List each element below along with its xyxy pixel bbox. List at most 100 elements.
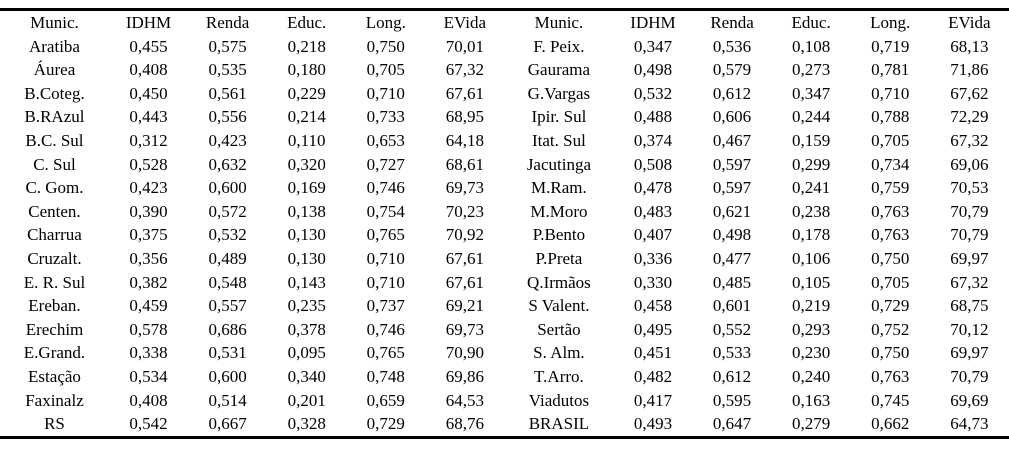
value-cell: 0,748 [366, 366, 405, 386]
municipality-cell: Itat. Sul [532, 130, 586, 150]
value-cell: 69,21 [445, 296, 485, 316]
value-cell: 0,498 [633, 60, 673, 80]
value-cell: 0,750 [871, 248, 910, 268]
municipality-cell: T.Arro. [534, 366, 584, 386]
value-cell: 70,79 [950, 366, 989, 386]
value-cell: 0,536 [712, 36, 752, 56]
value-cell: 0,178 [792, 225, 831, 245]
value-cell: 0,750 [871, 343, 910, 363]
column-header: Long. [365, 13, 406, 32]
municipality-cell: G.Vargas [527, 83, 591, 103]
value-cell: 70,79 [950, 201, 989, 221]
table-row: RS 0,542 0,667 0,328 0,729 68,76 BRASIL 0,493 0,… [0, 412, 1009, 436]
column-header: IDHM [630, 13, 676, 32]
idhm-municipalities-table: Munic. IDHM Renda Educ. Long. EVida Munic. IDHM… [0, 11, 1009, 436]
value-cell: 69,73 [445, 178, 485, 198]
table-body: Aratiba 0,455 0,575 0,218 0,750 70,01 F. Peix.… [0, 35, 1009, 436]
table-row: Charrua 0,375 0,532 0,130 0,765 70,92 P.Bento 0… [0, 223, 1009, 247]
value-cell: 0,729 [366, 414, 405, 434]
value-cell: 0,382 [129, 272, 168, 292]
idhm-table-container: Munic. IDHM Renda Educ. Long. EVida Munic. IDHM… [0, 8, 1009, 439]
header-row: Munic. IDHM Renda Educ. Long. EVida Munic. IDHM… [0, 11, 1009, 35]
table-row: B.Coteg. 0,450 0,561 0,229 0,710 67,61 G.Varga… [0, 82, 1009, 106]
value-cell: 68,95 [445, 107, 485, 127]
municipality-cell: Gaurama [527, 60, 591, 80]
municipality-cell: E.Grand. [23, 343, 86, 363]
value-cell: 70,53 [950, 178, 989, 198]
value-cell: 0,781 [871, 60, 910, 80]
value-cell: 67,61 [445, 248, 485, 268]
value-cell: 0,455 [129, 36, 168, 56]
value-cell: 0,733 [366, 107, 405, 127]
value-cell: 0,423 [208, 130, 247, 150]
value-cell: 67,32 [445, 60, 485, 80]
value-cell: 0,110 [287, 130, 326, 150]
value-cell: 0,375 [129, 225, 168, 245]
municipality-cell: M.Moro [530, 201, 588, 221]
value-cell: 70,79 [950, 225, 989, 245]
value-cell: 0,710 [366, 272, 405, 292]
municipality-cell: Q.Irmãos [527, 272, 591, 292]
value-cell: 0,528 [129, 154, 168, 174]
value-cell: 0,138 [287, 201, 326, 221]
municipality-cell: Faxinalz [25, 390, 84, 410]
table-row: Faxinalz 0,408 0,514 0,201 0,659 64,53 Viaduto… [0, 389, 1009, 413]
value-cell: 0,746 [366, 178, 405, 198]
value-cell: 0,328 [287, 414, 326, 434]
table-row: Áurea 0,408 0,535 0,180 0,705 67,32 Gaurama 0,4… [0, 58, 1009, 82]
value-cell: 0,600 [208, 366, 247, 386]
value-cell: 0,169 [287, 178, 326, 198]
value-cell: 0,729 [871, 296, 910, 316]
table-row: B.RAzul 0,443 0,556 0,214 0,733 68,95 Ipir. Su… [0, 105, 1009, 129]
table-row: C. Gom. 0,423 0,600 0,169 0,746 69,73 M.Ram. 0,… [0, 176, 1009, 200]
value-cell: 0,299 [792, 154, 831, 174]
municipality-cell: C. Sul [33, 154, 76, 174]
value-cell: 0,095 [287, 343, 326, 363]
table-row: E.Grand. 0,338 0,531 0,095 0,765 70,90 S. Alm.… [0, 341, 1009, 365]
value-cell: 0,710 [871, 83, 910, 103]
value-cell: 0,662 [871, 414, 910, 434]
column-header: Renda [205, 13, 250, 32]
value-cell: 68,61 [445, 154, 485, 174]
table-row: Erechim 0,578 0,686 0,378 0,746 69,73 Sertão 0,… [0, 318, 1009, 342]
value-cell: 0,710 [366, 83, 405, 103]
value-cell: 0,201 [287, 390, 326, 410]
value-cell: 0,482 [633, 366, 673, 386]
municipality-cell: P.Preta [535, 248, 583, 268]
value-cell: 0,485 [712, 272, 752, 292]
value-cell: 0,180 [287, 60, 326, 80]
value-cell: 0,320 [287, 154, 326, 174]
value-cell: 0,532 [208, 225, 247, 245]
value-cell: 0,478 [633, 178, 673, 198]
value-cell: 0,378 [287, 319, 326, 339]
column-header: Munic. [30, 13, 79, 32]
municipality-cell: B.Coteg. [24, 83, 85, 103]
value-cell: 64,53 [445, 390, 485, 410]
value-cell: 0,508 [633, 154, 673, 174]
value-cell: 0,458 [633, 296, 673, 316]
municipality-cell: E. R. Sul [23, 272, 86, 292]
value-cell: 0,710 [366, 248, 405, 268]
value-cell: 0,745 [871, 390, 910, 410]
value-cell: 0,532 [633, 83, 673, 103]
value-cell: 0,737 [366, 296, 405, 316]
value-cell: 0,597 [712, 154, 752, 174]
value-cell: 67,61 [445, 83, 485, 103]
value-cell: 64,73 [950, 414, 989, 434]
value-cell: 0,612 [712, 83, 752, 103]
municipality-cell: Estação [28, 366, 81, 386]
value-cell: 0,752 [871, 319, 910, 339]
value-cell: 0,647 [712, 414, 752, 434]
value-cell: 0,557 [208, 296, 247, 316]
value-cell: 0,734 [871, 154, 910, 174]
municipality-cell: Ipir. Sul [531, 107, 587, 127]
value-cell: 67,32 [950, 130, 989, 150]
value-cell: 0,533 [712, 343, 752, 363]
value-cell: 0,477 [712, 248, 752, 268]
value-cell: 0,561 [208, 83, 247, 103]
value-cell: 0,244 [792, 107, 831, 127]
value-cell: 70,01 [445, 36, 485, 56]
value-cell: 0,235 [287, 296, 326, 316]
table-row: C. Sul 0,528 0,632 0,320 0,727 68,61 Jacutinga… [0, 153, 1009, 177]
value-cell: 0,750 [366, 36, 405, 56]
